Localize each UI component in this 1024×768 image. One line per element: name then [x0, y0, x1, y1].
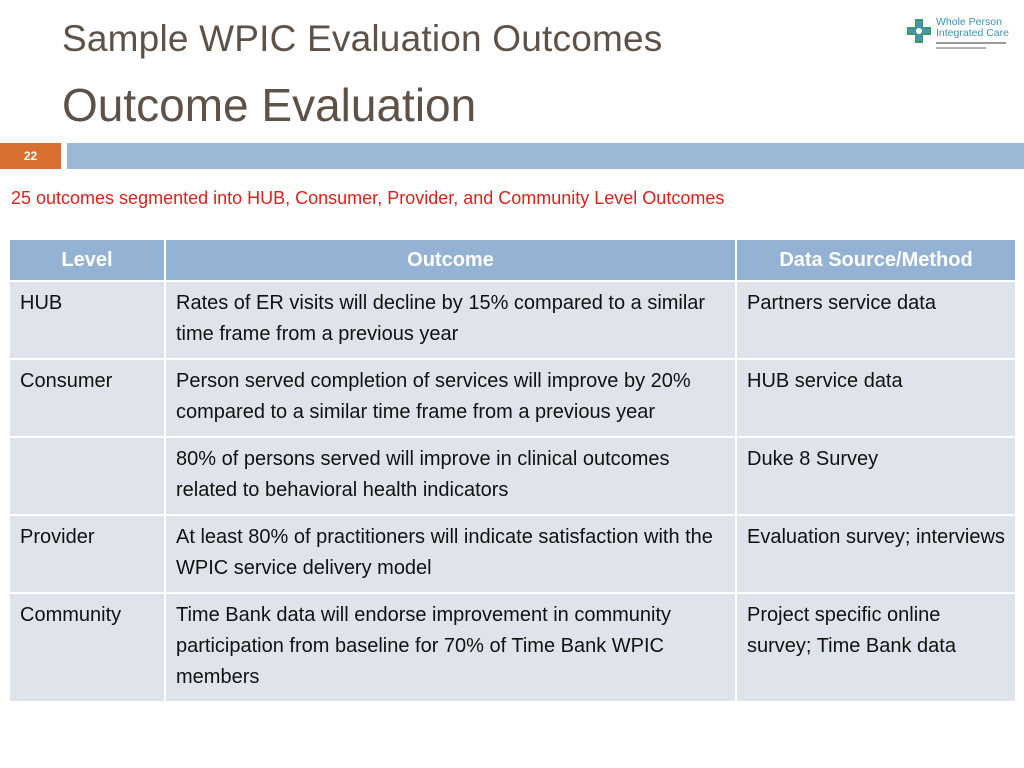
medical-cross-icon: [906, 18, 932, 44]
cell-level: Community: [9, 593, 165, 702]
logo: Whole Person Integrated Care: [904, 16, 1016, 60]
outcomes-table: Level Outcome Data Source/Method HUB Rat…: [8, 238, 1017, 703]
cell-source: HUB service data: [736, 359, 1016, 437]
cell-outcome: Rates of ER visits will decline by 15% c…: [165, 281, 736, 359]
slide-subtitle: 25 outcomes segmented into HUB, Consumer…: [11, 188, 724, 209]
page-number: 22: [0, 143, 61, 169]
slide-heading: Outcome Evaluation: [62, 78, 476, 132]
cell-level: HUB: [9, 281, 165, 359]
table-row: Provider At least 80% of practitioners w…: [9, 515, 1016, 593]
cell-source: Duke 8 Survey: [736, 437, 1016, 515]
cell-level: [9, 437, 165, 515]
cell-source: Partners service data: [736, 281, 1016, 359]
logo-line2: Integrated Care: [936, 28, 1016, 39]
header-data-source: Data Source/Method: [736, 239, 1016, 281]
cell-level: Provider: [9, 515, 165, 593]
cell-outcome: At least 80% of practitioners will indic…: [165, 515, 736, 593]
table-row: 80% of persons served will improve in cl…: [9, 437, 1016, 515]
cell-source: Project specific online survey; Time Ban…: [736, 593, 1016, 702]
table-header-row: Level Outcome Data Source/Method: [9, 239, 1016, 281]
table-row: HUB Rates of ER visits will decline by 1…: [9, 281, 1016, 359]
cell-outcome: 80% of persons served will improve in cl…: [165, 437, 736, 515]
cell-source: Evaluation survey; interviews: [736, 515, 1016, 593]
header-level: Level: [9, 239, 165, 281]
logo-fineprint: [936, 40, 1014, 49]
table-row: Consumer Person served completion of ser…: [9, 359, 1016, 437]
table-row: Community Time Bank data will endorse im…: [9, 593, 1016, 702]
cell-level: Consumer: [9, 359, 165, 437]
header-outcome: Outcome: [165, 239, 736, 281]
slide-title: Sample WPIC Evaluation Outcomes: [62, 18, 663, 60]
cell-outcome: Time Bank data will endorse improvement …: [165, 593, 736, 702]
cell-outcome: Person served completion of services wil…: [165, 359, 736, 437]
header-accent-bar: [67, 143, 1024, 169]
logo-text: Whole Person Integrated Care: [936, 17, 1016, 39]
